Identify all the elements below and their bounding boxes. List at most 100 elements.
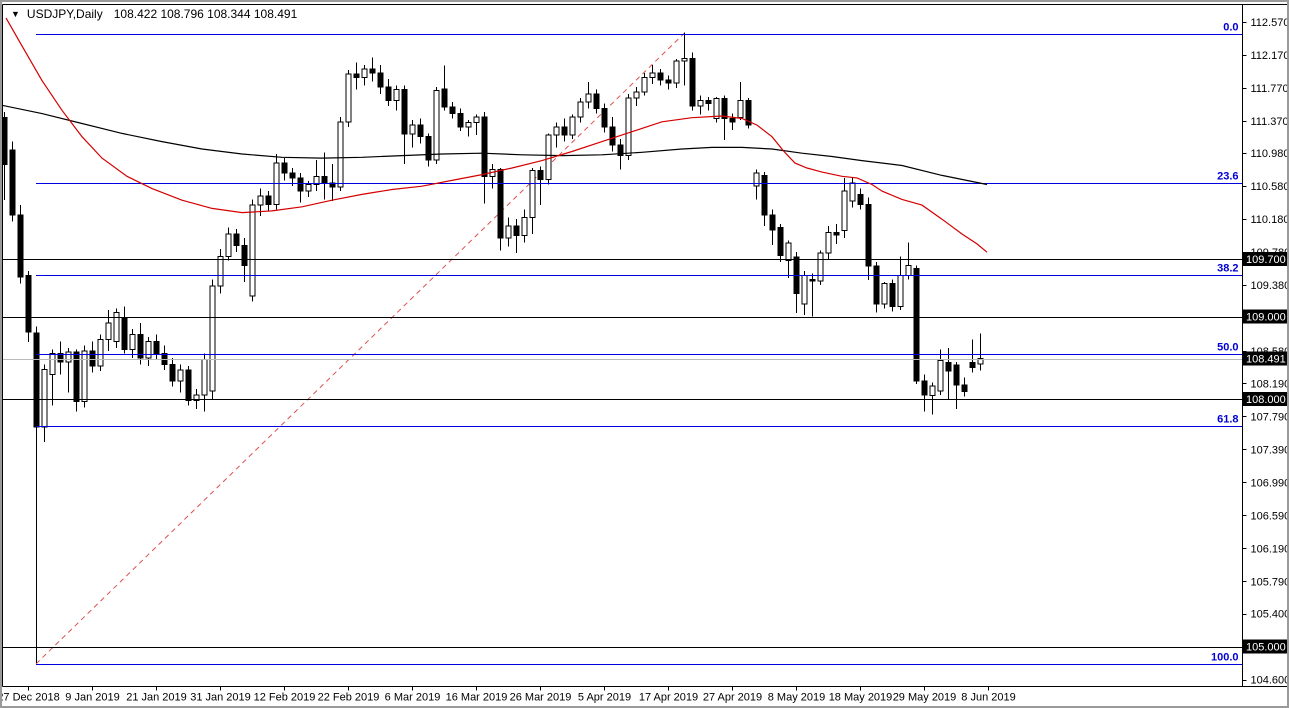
fib-level-label: 61.8 [1217, 414, 1238, 426]
candle [177, 364, 184, 393]
candle [457, 108, 464, 131]
candle [913, 265, 920, 385]
chart-symbol-period: USDJPY,Daily [26, 7, 103, 21]
candle [929, 382, 936, 415]
candle [65, 347, 72, 393]
price-axis-label: 106.590 [1251, 510, 1288, 522]
time-axis-label: 22 Feb 2019 [318, 692, 380, 704]
candle [393, 85, 400, 111]
candle [73, 349, 80, 412]
candle [633, 87, 640, 107]
fib-level-label: 23.6 [1217, 171, 1238, 183]
candle [953, 361, 960, 409]
candle [481, 111, 488, 204]
candle [681, 32, 688, 86]
candle [897, 256, 904, 310]
candle [537, 166, 544, 206]
fib-level-label: 50.0 [1217, 342, 1238, 354]
price-axis-label: 109.380 [1251, 280, 1288, 292]
candle [113, 308, 120, 348]
candle [33, 326, 40, 664]
candle [841, 177, 848, 239]
candle [529, 168, 536, 235]
candle [593, 89, 600, 114]
price-axis-label: 106.990 [1251, 477, 1288, 489]
price-tag [1243, 351, 1287, 366]
candlesticks [2, 32, 984, 664]
time-axis-label: 27 Apr 2019 [703, 692, 762, 704]
candle [689, 52, 696, 111]
price-axis-label: 105.400 [1251, 609, 1288, 621]
candle [801, 271, 808, 315]
candle [49, 349, 56, 406]
chart-frame [2, 4, 1287, 687]
price-axis-label: 107.790 [1251, 411, 1288, 423]
time-axis-label: 18 May 2019 [829, 692, 893, 704]
chart-ohlc-values: 108.422 108.796 108.344 108.491 [113, 7, 298, 21]
candle [921, 374, 928, 412]
candle [137, 323, 144, 365]
time-axis-label: 8 Jun 2019 [961, 692, 1015, 704]
candle [881, 281, 888, 309]
candle [89, 341, 96, 373]
price-axis-label: 106.190 [1251, 543, 1288, 555]
candle [761, 172, 768, 226]
price-axis-label: 111.370 [1251, 116, 1288, 128]
candle [465, 120, 472, 137]
candle [889, 279, 896, 312]
candle [721, 95, 728, 140]
candle [129, 328, 136, 358]
candle [409, 120, 416, 148]
price-axis-label: 107.390 [1251, 444, 1288, 456]
price-tag [1243, 309, 1287, 324]
price-axis-label: 110.980 [1251, 148, 1288, 160]
candle [105, 309, 112, 352]
candle [745, 97, 752, 129]
moving-average-slow [2, 104, 988, 186]
candle [809, 273, 816, 317]
candle [361, 64, 368, 86]
symbol-dropdown-icon[interactable]: ▼ [11, 8, 20, 19]
time-axis-label: 27 Dec 2018 [2, 692, 60, 704]
candle [25, 271, 32, 343]
candle [369, 57, 376, 82]
candle [849, 177, 856, 208]
time-axis-label: 31 Jan 2019 [190, 692, 251, 704]
candle [249, 199, 256, 302]
candle [649, 64, 656, 84]
candle [17, 205, 24, 284]
candle [201, 353, 208, 412]
price-tag [1243, 251, 1287, 266]
candle [209, 279, 216, 400]
candle [713, 97, 720, 123]
candle [641, 73, 648, 96]
candle [625, 93, 632, 160]
time-axis-label: 16 Mar 2019 [446, 692, 508, 704]
candle [473, 114, 480, 136]
candle [281, 158, 288, 181]
candle [617, 139, 624, 170]
price-tag [1243, 639, 1287, 654]
candle [777, 224, 784, 263]
candle [121, 306, 128, 354]
price-axis-label: 112.570 [1251, 17, 1288, 29]
candle [865, 197, 872, 281]
price-tag-label: 108.491 [1246, 354, 1286, 366]
time-axis-label: 29 May 2019 [893, 692, 957, 704]
candle [977, 333, 984, 371]
fib-level-label: 0.0 [1223, 22, 1238, 34]
candle [857, 188, 864, 210]
candle [2, 111, 8, 201]
candle [825, 225, 832, 259]
candle [441, 65, 448, 111]
price-tags: 109.700 109.000 108.491 108.000 105.000 [1243, 251, 1287, 654]
candle [241, 238, 248, 282]
candle [417, 118, 424, 144]
candle [769, 209, 776, 245]
candle [873, 262, 880, 313]
time-axis-label: 8 May 2019 [768, 692, 825, 704]
candle [817, 250, 824, 286]
candle [665, 75, 672, 90]
candle [233, 229, 240, 253]
horizontal-lines [2, 259, 1243, 648]
